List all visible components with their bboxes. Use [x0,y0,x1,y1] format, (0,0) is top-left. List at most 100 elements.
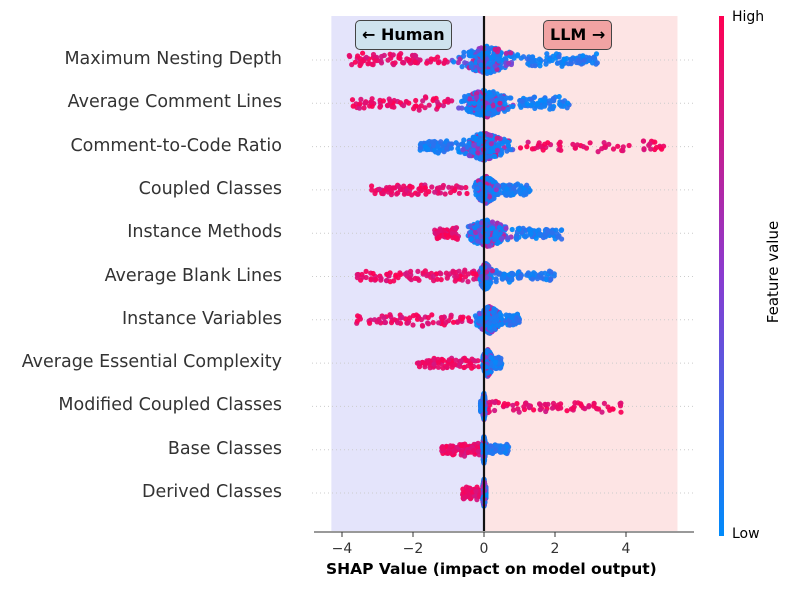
shap-point [529,102,535,108]
shap-point [463,358,469,364]
feature-label: Instance Variables [122,308,282,329]
shap-point [581,57,587,63]
shap-point [474,94,480,101]
shap-point [407,315,413,321]
shap-point [409,192,415,198]
shap-point [363,54,369,61]
shap-point [441,60,447,66]
shap-point [391,278,397,284]
shap-point [370,270,376,277]
shap-point [467,223,473,229]
shap-point [542,401,548,407]
shap-point [490,450,496,456]
shap-point [425,146,431,152]
shap-point [516,409,522,415]
shap-point [529,54,535,60]
shap-point [360,50,366,56]
shap-point [467,493,473,499]
shap-point [558,147,564,153]
shap-point [488,93,494,99]
shap-point [509,277,515,283]
shap-point [468,229,474,235]
shap-point [475,106,481,112]
shap-point [466,50,473,56]
shap-point [594,406,600,412]
shap-point [452,362,458,368]
shap-point [418,317,424,323]
shap-point [473,488,479,494]
shap-point [356,105,363,111]
shap-point [492,399,498,406]
shap-point [489,268,495,274]
feature-label: Average Blank Lines [104,265,282,286]
shap-point [435,360,441,366]
shap-point [391,104,397,110]
shap-point [509,226,515,233]
shap-point [438,314,444,321]
x-tick-label: 4 [621,541,631,557]
shap-point [429,184,435,190]
shap-point [373,276,379,282]
shap-point [587,140,593,146]
shap-point [444,364,450,370]
shap-point [410,322,416,328]
shap-point [474,222,480,228]
shap-point [501,403,507,409]
shap-point [469,365,475,371]
shap-point [549,405,556,411]
feature-label: Maximum Nesting Depth [64,49,282,69]
shap-point [544,51,550,57]
shap-point [463,184,469,191]
shap-point [429,312,435,318]
shap-point [580,53,586,59]
feature-label: Modified Coupled Classes [58,395,282,416]
shap-point [524,233,530,239]
shap-point [399,314,405,320]
shap-point [458,359,464,365]
shap-point [618,409,624,415]
shap-point [358,96,364,102]
shap-point [615,143,621,149]
shap-point [424,60,430,66]
shap-point [532,105,538,111]
shap-point [542,141,548,147]
shap-point [476,364,482,370]
shap-point [454,273,460,279]
shap-point [413,312,419,318]
shap-point [471,276,477,282]
shap-point [415,191,421,197]
shap-point [527,187,533,194]
shap-point [456,190,462,196]
shap-point [640,138,647,144]
shap-point [403,98,409,105]
shap-point [368,99,374,105]
shap-point [504,186,510,192]
shap-point [454,235,460,241]
shap-point [558,401,564,407]
shap-point [486,69,492,75]
feature-label: Derived Classes [141,482,282,502]
shap-point [477,195,483,202]
shap-point [431,147,437,153]
shap-point [501,136,507,142]
shap-point [510,402,516,408]
shap-point [445,96,451,102]
colorbar-title: Feature value [764,220,782,324]
shap-point [473,135,479,141]
shap-point [459,64,465,70]
shap-point [503,225,509,231]
shap-point [505,106,511,112]
shap-point [432,189,438,195]
shap-point [401,60,407,66]
shap-point [477,181,483,187]
shap-point [460,147,466,153]
shap-point [518,272,524,279]
shap-point [431,143,437,149]
shap-point [486,194,493,200]
shap-point [529,271,535,277]
shap-point [467,153,473,159]
shap-point [446,357,452,363]
shap-point [564,105,570,111]
shap-point [456,268,462,274]
